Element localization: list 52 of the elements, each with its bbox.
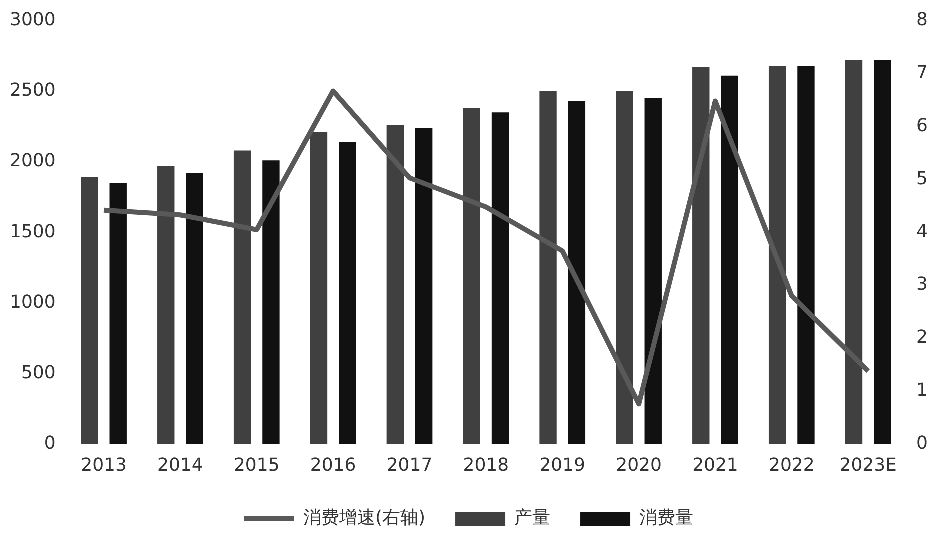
x-tick-label: 2013 xyxy=(81,454,127,476)
y2-tick-label: 6 xyxy=(916,115,928,136)
bar xyxy=(721,76,738,444)
y2-tick-label: 1 xyxy=(916,380,928,402)
y-tick-label: 0 xyxy=(44,433,56,454)
x-tick-label: 2017 xyxy=(386,454,433,476)
bar xyxy=(798,66,815,444)
bar xyxy=(415,128,433,444)
legend-label: 产量 xyxy=(514,508,551,529)
bar xyxy=(845,60,863,444)
bar xyxy=(158,166,175,444)
bar xyxy=(386,125,404,444)
y-tick-label: 2000 xyxy=(10,150,56,172)
y-tick-label: 3000 xyxy=(10,9,56,30)
bar xyxy=(310,132,328,444)
x-tick-label: 2021 xyxy=(692,454,738,476)
y2-tick-label: 7 xyxy=(916,62,928,84)
bar xyxy=(874,60,892,444)
bar xyxy=(540,91,557,444)
x-tick-label: 2018 xyxy=(463,454,510,476)
bar xyxy=(262,160,280,444)
bar xyxy=(186,173,204,444)
bar xyxy=(768,66,786,444)
bar xyxy=(616,91,634,444)
x-tick-label: 2016 xyxy=(310,454,356,476)
bar xyxy=(110,183,127,444)
y2-tick-label: 2 xyxy=(916,327,928,348)
y-tick-label: 500 xyxy=(21,362,56,384)
y2-tick-label: 0 xyxy=(916,433,928,454)
bar xyxy=(692,67,710,444)
y2-tick-label: 5 xyxy=(916,168,928,190)
bar xyxy=(463,108,480,444)
x-tick-label: 2019 xyxy=(540,454,586,476)
bar xyxy=(81,178,98,444)
x-tick-label: 2014 xyxy=(158,454,204,476)
bar xyxy=(234,150,252,444)
y2-tick-label: 3 xyxy=(916,274,928,296)
y-tick-label: 1000 xyxy=(10,292,56,313)
y2-tick-label: 4 xyxy=(916,221,928,242)
legend-label: 消费增速(右轴) xyxy=(303,508,426,529)
x-tick-label: 2023E xyxy=(840,454,897,476)
y-tick-label: 2500 xyxy=(10,80,56,102)
legend-label: 消费量 xyxy=(640,508,694,529)
bar xyxy=(492,112,510,444)
x-tick-label: 2022 xyxy=(768,454,815,476)
y-tick-label: 1500 xyxy=(10,221,56,242)
bar xyxy=(568,101,586,444)
x-tick-label: 2015 xyxy=(234,454,280,476)
bar xyxy=(644,98,662,444)
y2-tick-label: 8 xyxy=(916,9,928,30)
bar xyxy=(339,142,356,444)
x-tick-label: 2020 xyxy=(616,454,662,476)
